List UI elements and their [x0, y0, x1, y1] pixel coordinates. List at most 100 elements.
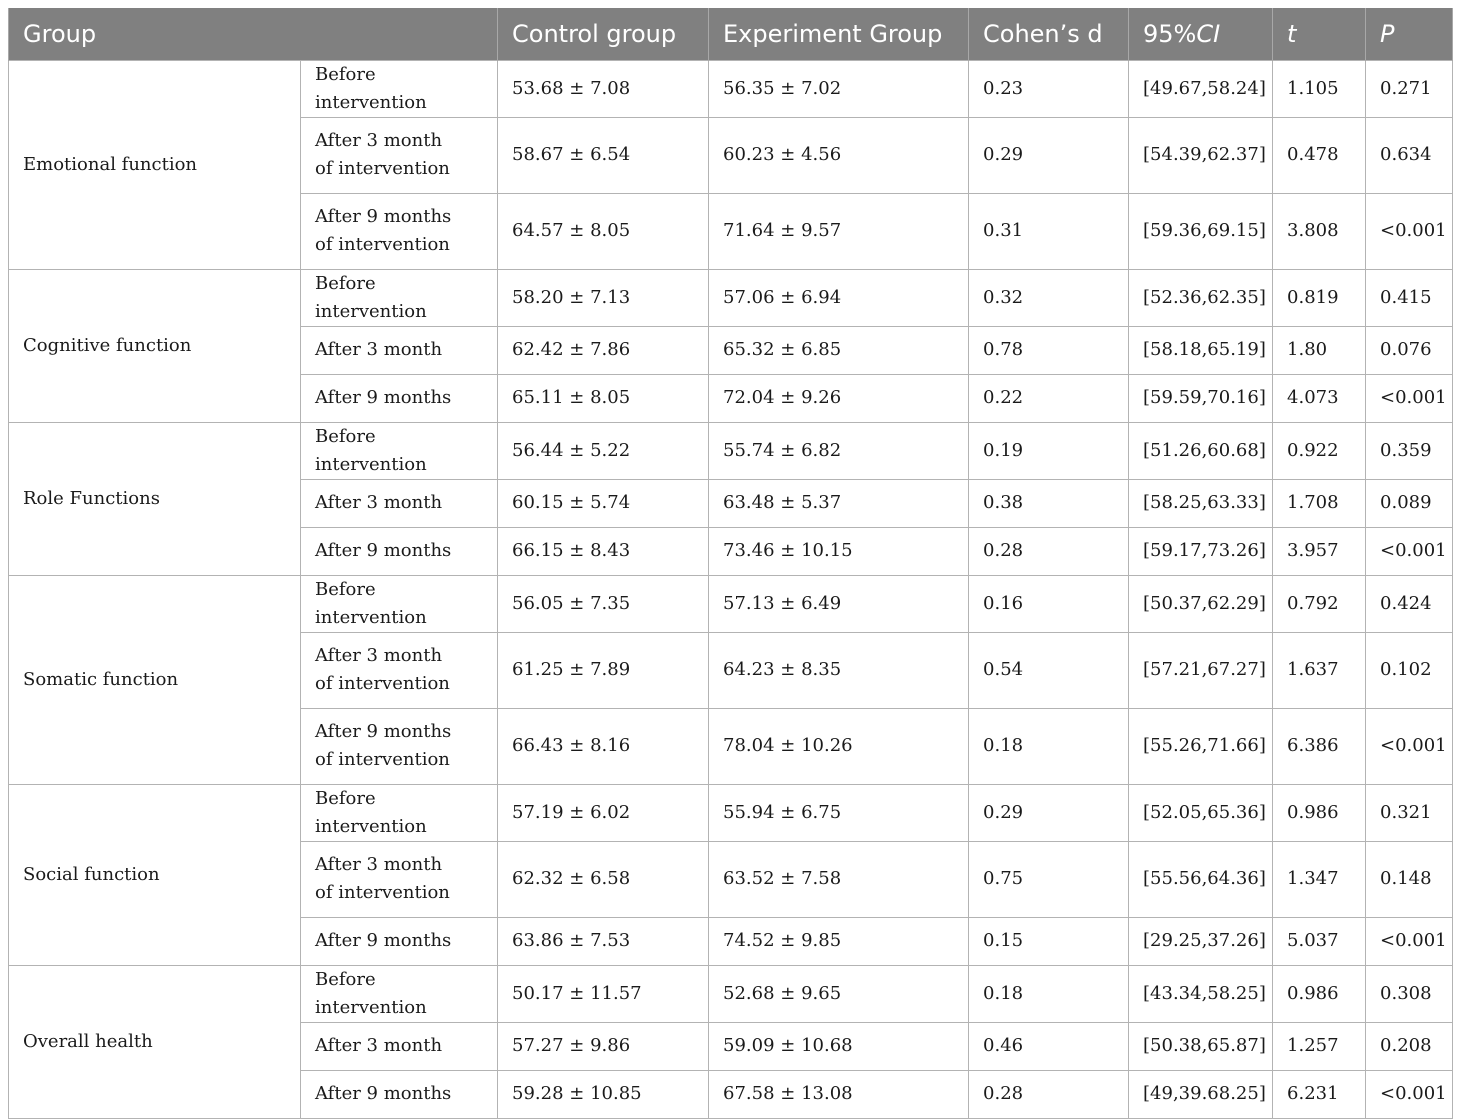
control-cell: 56.44 ± 5.22	[497, 421, 710, 480]
t-cell: 3.808	[1272, 192, 1367, 270]
experiment-cell: 60.23 ± 4.56	[708, 116, 970, 194]
t-cell: 0.986	[1272, 964, 1367, 1023]
cohens-d-cell: 0.28	[968, 526, 1130, 576]
time-cell: After 9 months	[299, 1069, 499, 1119]
p-cell: <0.001	[1365, 707, 1454, 785]
header-cohens-d: Cohen’s d	[968, 8, 1130, 60]
cohens-d-cell: 0.54	[968, 631, 1130, 709]
experiment-cell: 57.13 ± 6.49	[708, 574, 970, 633]
p-cell: 0.359	[1365, 421, 1454, 480]
time-cell: After 9 months of intervention	[299, 192, 499, 270]
control-cell: 62.42 ± 7.86	[497, 325, 710, 375]
time-cell: After 9 months of intervention	[299, 707, 499, 785]
p-cell: <0.001	[1365, 192, 1454, 270]
experiment-cell: 56.35 ± 7.02	[708, 59, 970, 118]
t-cell: 5.037	[1272, 916, 1367, 966]
p-cell: 0.271	[1365, 59, 1454, 118]
control-cell: 64.57 ± 8.05	[497, 192, 710, 270]
control-cell: 61.25 ± 7.89	[497, 631, 710, 709]
experiment-cell: 73.46 ± 10.15	[708, 526, 970, 576]
cohens-d-cell: 0.16	[968, 574, 1130, 633]
table-row: After 9 months of intervention 66.43 ± 8.…	[9, 707, 1454, 785]
time-cell: Before intervention	[299, 59, 499, 118]
time-cell: After 9 months	[299, 373, 499, 423]
cohens-d-cell: 0.38	[968, 478, 1130, 528]
time-cell: Before intervention	[299, 421, 499, 480]
cohens-d-cell: 0.22	[968, 373, 1130, 423]
p-cell: <0.001	[1365, 373, 1454, 423]
cohens-d-cell: 0.32	[968, 268, 1130, 327]
control-cell: 65.11 ± 8.05	[497, 373, 710, 423]
group-name-cell: Somatic function	[8, 574, 301, 785]
t-cell: 1.347	[1272, 840, 1367, 918]
header-ci-prefix: 95%	[1143, 19, 1197, 48]
experiment-cell: 67.58 ± 13.08	[708, 1069, 970, 1119]
t-cell: 0.792	[1272, 574, 1367, 633]
control-cell: 58.67 ± 6.54	[497, 116, 710, 194]
time-cell: After 3 month	[299, 1021, 499, 1071]
cohens-d-cell: 0.18	[968, 707, 1130, 785]
control-cell: 57.27 ± 9.86	[497, 1021, 710, 1071]
experiment-cell: 63.48 ± 5.37	[708, 478, 970, 528]
control-cell: 66.15 ± 8.43	[497, 526, 710, 576]
header-ci: 95%CI	[1128, 8, 1274, 60]
table-row: Overall health Before intervention 50.17 ±…	[8, 964, 1454, 1119]
ci-cell: [51.26,60.68]	[1128, 421, 1274, 480]
ci-cell: [58.25,63.33]	[1128, 478, 1274, 528]
t-cell: 3.957	[1272, 526, 1367, 576]
cohens-d-cell: 0.75	[968, 840, 1130, 918]
table-row: After 3 month of intervention 61.25 ± 7.8…	[9, 631, 1454, 709]
p-cell: 0.148	[1365, 840, 1454, 918]
t-cell: 0.986	[1272, 783, 1367, 842]
cohens-d-cell: 0.18	[968, 964, 1130, 1023]
ci-cell: [58.18,65.19]	[1128, 325, 1274, 375]
t-cell: 1.105	[1272, 59, 1367, 118]
experiment-cell: 74.52 ± 9.85	[708, 916, 970, 966]
time-cell: After 3 month of intervention	[299, 840, 499, 918]
table-row: After 9 months 65.11 ± 8.05 72.04 ± 9.26 0.…	[9, 373, 1454, 423]
header-ci-italic: CI	[1196, 19, 1221, 48]
cohens-d-cell: 0.28	[968, 1069, 1130, 1119]
cohens-d-cell: 0.46	[968, 1021, 1130, 1071]
p-cell: <0.001	[1365, 526, 1454, 576]
group-name-cell: Overall health	[8, 964, 301, 1119]
control-cell: 63.86 ± 7.53	[497, 916, 710, 966]
header-control: Control group	[497, 8, 710, 60]
t-cell: 4.073	[1272, 373, 1367, 423]
table-row: Emotional function Before intervention 53.…	[8, 59, 1454, 270]
time-cell: Before intervention	[299, 574, 499, 633]
t-cell: 0.819	[1272, 268, 1367, 327]
cohens-d-cell: 0.78	[968, 325, 1130, 375]
table-row: After 3 month of intervention 62.32 ± 6.5…	[9, 840, 1454, 918]
ci-cell: [57.21,67.27]	[1128, 631, 1274, 709]
p-cell: 0.076	[1365, 325, 1454, 375]
group-name-cell: Emotional function	[8, 59, 301, 270]
time-cell: Before intervention	[299, 783, 499, 842]
experiment-cell: 63.52 ± 7.58	[708, 840, 970, 918]
experiment-cell: 72.04 ± 9.26	[708, 373, 970, 423]
time-cell: After 3 month	[299, 478, 499, 528]
t-cell: 1.257	[1272, 1021, 1367, 1071]
control-cell: 60.15 ± 5.74	[497, 478, 710, 528]
control-cell: 53.68 ± 7.08	[497, 59, 710, 118]
ci-cell: [55.26,71.66]	[1128, 707, 1274, 785]
table-row: After 3 month 62.42 ± 7.86 65.32 ± 6.85 0.7…	[9, 325, 1454, 375]
table-row: After 3 month of intervention 58.67 ± 6.5…	[9, 116, 1454, 194]
table-row: After 9 months 63.86 ± 7.53 74.52 ± 9.85 0.…	[9, 916, 1454, 966]
control-cell: 50.17 ± 11.57	[497, 964, 710, 1023]
results-table: Group Control group Experiment Group Coh…	[7, 8, 1454, 1119]
t-cell: 1.708	[1272, 478, 1367, 528]
experiment-cell: 71.64 ± 9.57	[708, 192, 970, 270]
time-cell: Before intervention	[299, 268, 499, 327]
p-cell: <0.001	[1365, 1069, 1454, 1119]
p-cell: 0.208	[1365, 1021, 1454, 1071]
cohens-d-cell: 0.29	[968, 783, 1130, 842]
time-cell: Before intervention	[299, 964, 499, 1023]
time-cell: After 3 month of intervention	[299, 631, 499, 709]
control-cell: 58.20 ± 7.13	[497, 268, 710, 327]
header-group: Group	[7, 8, 499, 60]
ci-cell: [59.36,69.15]	[1128, 192, 1274, 270]
ci-cell: [50.37,62.29]	[1128, 574, 1274, 633]
p-cell: 0.102	[1365, 631, 1454, 709]
header-row: Group Control group Experiment Group Coh…	[7, 8, 1454, 60]
